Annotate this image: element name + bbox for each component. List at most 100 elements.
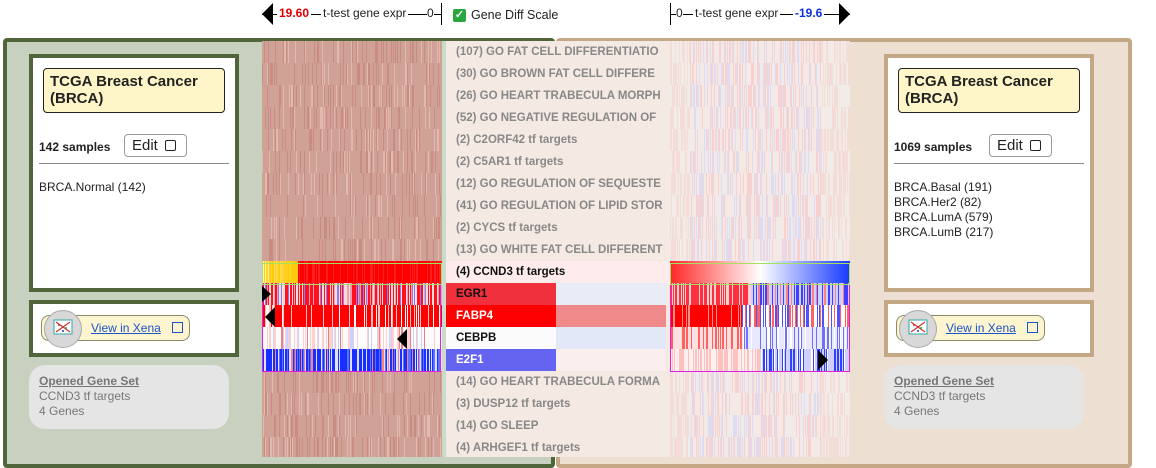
right-opened-heading[interactable]: Opened Gene Set — [894, 374, 995, 388]
heatmap-cell — [353, 239, 354, 261]
heatmap-cell — [370, 283, 371, 305]
heatmap-cell — [304, 217, 305, 239]
heatmap-cell — [748, 129, 749, 151]
heatmap-cell — [301, 173, 302, 195]
left-view-in-xena-button[interactable]: View in Xena — [41, 310, 190, 348]
heatmap-cell — [719, 151, 720, 173]
heatmap-cell — [354, 129, 355, 151]
heatmap-cell — [345, 371, 346, 393]
heatmap-cell — [383, 261, 384, 283]
right-view-in-xena-button[interactable]: View in Xena — [896, 310, 1045, 348]
heatmap-cell — [745, 85, 746, 107]
heatmap-cell — [817, 151, 818, 173]
heatmap-cell — [280, 151, 281, 173]
heatmap-cell — [810, 151, 811, 173]
heatmap-cell — [287, 107, 288, 129]
heatmap-cell — [798, 195, 799, 217]
heatmap-cell — [417, 437, 418, 457]
heatmap-cell — [822, 173, 823, 195]
heatmap-cell — [301, 283, 302, 305]
right-cohort-title[interactable]: TCGA Breast Cancer (BRCA) — [898, 68, 1080, 113]
heatmap-cell — [291, 41, 292, 63]
heatmap-cell — [427, 239, 428, 261]
heatmap-cell — [833, 173, 834, 195]
heatmap-cell — [373, 305, 374, 327]
heatmap-cell — [339, 371, 340, 393]
heatmap-cell — [356, 415, 357, 437]
heatmap-cell — [396, 415, 397, 437]
heatmap-cell — [431, 85, 432, 107]
heatmap-cell — [377, 349, 378, 371]
heatmap-cell — [274, 63, 275, 85]
right-edit-button[interactable]: Edit — [989, 134, 1052, 157]
heatmap-cell — [413, 283, 414, 305]
heatmap-cell — [780, 107, 781, 129]
heatmap-cell — [358, 437, 359, 457]
heatmap-cell — [806, 41, 807, 63]
heatmap-cell — [280, 437, 281, 457]
heatmap-cell — [338, 415, 339, 437]
right-view-in-xena-link[interactable]: View in Xena — [946, 321, 1016, 335]
heatmap-cell — [373, 349, 374, 371]
heatmap-cell — [435, 173, 436, 195]
heatmap-cell — [340, 85, 341, 107]
heatmap-cell — [387, 173, 388, 195]
heatmap-cell — [387, 41, 388, 63]
heatmap-cell — [316, 283, 317, 305]
heatmap-cell — [358, 415, 359, 437]
heatmap-cell — [336, 195, 337, 217]
heatmap-cell — [378, 349, 379, 371]
checkbox-checked-icon[interactable]: ✓ — [453, 8, 466, 22]
heatmap-cell — [378, 371, 379, 393]
heatmap-cell — [409, 371, 410, 393]
left-view-in-xena-link[interactable]: View in Xena — [91, 321, 161, 335]
heatmap-cell — [377, 151, 378, 173]
heatmap-cell — [434, 327, 435, 349]
heatmap-cell — [345, 239, 346, 261]
heatmap-cell — [414, 283, 415, 305]
heatmap-cell — [808, 173, 809, 195]
heatmap-cell — [399, 415, 400, 437]
heatmap-cell — [395, 437, 396, 457]
heatmap-cell — [413, 239, 414, 261]
heatmap-cell — [828, 41, 829, 63]
heatmap-cell — [406, 63, 407, 85]
left-heatmap[interactable] — [262, 41, 442, 457]
heatmap-cell — [381, 195, 382, 217]
heatmap-cell — [364, 239, 365, 261]
heatmap-cell — [423, 151, 424, 173]
heatmap-cell — [351, 85, 352, 107]
heatmap-cell — [416, 415, 417, 437]
heatmap-cell — [412, 129, 413, 151]
heatmap-cell — [413, 327, 414, 349]
heatmap-cell — [415, 261, 416, 283]
left-cohort-title[interactable]: TCGA Breast Cancer (BRCA) — [43, 68, 225, 113]
heatmap-cell — [284, 393, 285, 415]
heatmap-cell — [420, 393, 421, 415]
heatmap-cell — [405, 349, 406, 371]
heatmap-cell — [287, 85, 288, 107]
heatmap-cell — [401, 41, 402, 63]
heatmap-cell — [322, 283, 323, 305]
heatmap-cell — [322, 41, 323, 63]
heatmap-cell — [389, 85, 390, 107]
heatmap-cell — [371, 173, 372, 195]
heatmap-cell — [334, 239, 335, 261]
heatmap-cell — [386, 283, 387, 305]
gene-diff-scale-toggle[interactable]: ✓ Gene Diff Scale — [453, 7, 558, 23]
heatmap-cell — [440, 261, 441, 283]
left-edit-button[interactable]: Edit — [124, 134, 187, 157]
heatmap-cell — [356, 41, 357, 63]
heatmap-cell — [330, 151, 331, 173]
heatmap-cell — [824, 195, 825, 217]
heatmap-cell — [753, 129, 754, 151]
heatmap-cell — [702, 129, 703, 151]
heatmap-cell — [336, 107, 337, 129]
heatmap-cell — [424, 217, 425, 239]
right-heatmap[interactable] — [670, 41, 850, 457]
heatmap-cell — [363, 129, 364, 151]
left-opened-heading[interactable]: Opened Gene Set — [39, 374, 140, 388]
heatmap-cell — [362, 261, 363, 283]
heatmap-cell — [747, 173, 748, 195]
heatmap-cell — [698, 107, 699, 129]
